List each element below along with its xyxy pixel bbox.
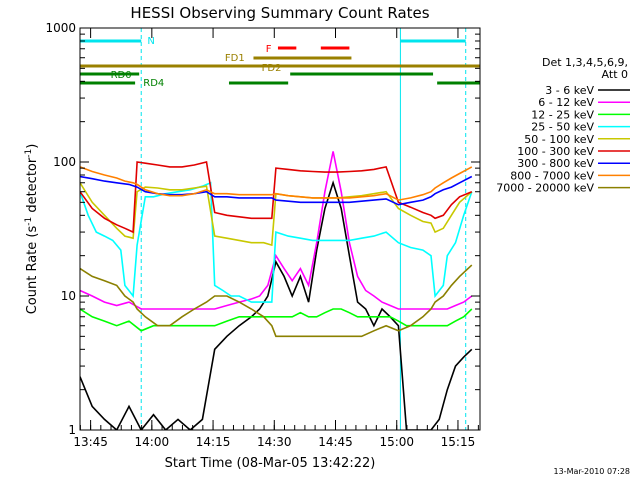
- legend-label: 12 - 25 keV: [531, 108, 594, 121]
- x-tick-label: 15:15: [441, 435, 476, 449]
- legend-header-line2: Att 0: [602, 68, 628, 81]
- flag-label: F: [266, 44, 272, 55]
- legend-label: 3 - 6 keV: [545, 84, 594, 97]
- legend-label: 100 - 300 keV: [517, 145, 594, 158]
- y-axis-label-main: Count Rate (s: [25, 226, 40, 315]
- series-line: [80, 151, 473, 310]
- x-tick-label: 14:00: [135, 435, 170, 449]
- x-tick-label: 14:30: [257, 435, 292, 449]
- x-tick-label: 13:45: [73, 435, 108, 449]
- legend-label: 6 - 12 keV: [538, 96, 594, 109]
- flag-bars: N F FD1 FD2 RD0 RD4: [80, 36, 480, 89]
- y-axis: 1 10 100 1000: [45, 21, 480, 437]
- flag-label: FD2: [262, 63, 282, 74]
- series-line: [80, 182, 473, 247]
- flag-label: RD4: [143, 78, 164, 89]
- y-axis-label-sup2: -1: [24, 149, 34, 158]
- y-axis-label-mid: detector: [25, 157, 40, 217]
- x-axis-label: Start Time (08-Mar-05 13:42:22): [165, 456, 376, 471]
- plot-frame: [79, 27, 481, 431]
- x-tick-label: 15:00: [379, 435, 414, 449]
- legend-header-line1: Det 1,3,4,5,6,9,: [542, 56, 628, 69]
- series-line: [80, 180, 473, 430]
- series-line: [80, 166, 473, 201]
- legend-label: 50 - 100 keV: [524, 133, 594, 146]
- series-line: [80, 161, 473, 234]
- x-tick-label: 14:45: [318, 435, 353, 449]
- y-axis-label: Count Rate (s-1 detector-1): [24, 144, 40, 315]
- series-line: [80, 181, 473, 303]
- y-tick-label: 100: [53, 155, 76, 169]
- series-lines: [80, 151, 473, 430]
- chart-title: HESSI Observing Summary Count Rates: [130, 4, 429, 22]
- footer-timestamp: 13-Mar-2010 07:28: [554, 467, 631, 476]
- series-line: [80, 264, 473, 338]
- series-line: [80, 175, 473, 206]
- legend-label: 25 - 50 keV: [531, 121, 594, 134]
- flag-label: FD1: [225, 53, 245, 64]
- y-tick-label: 10: [61, 289, 76, 303]
- legend-label: 800 - 7000 keV: [510, 169, 594, 182]
- x-axis: 13:45 14:00 14:15 14:30 14:45 15:00 15:15: [73, 28, 479, 449]
- legend-label: 300 - 800 keV: [517, 157, 594, 170]
- y-axis-label-end: ): [25, 144, 40, 149]
- flag-label: N: [147, 36, 154, 47]
- legend-label: 7000 - 20000 keV: [496, 182, 594, 195]
- y-axis-label-sup1: -1: [24, 217, 34, 226]
- y-tick-label: 1: [68, 423, 76, 437]
- x-tick-label: 14:15: [196, 435, 231, 449]
- y-tick-label: 1000: [45, 21, 76, 35]
- flag-label: RD0: [111, 70, 132, 81]
